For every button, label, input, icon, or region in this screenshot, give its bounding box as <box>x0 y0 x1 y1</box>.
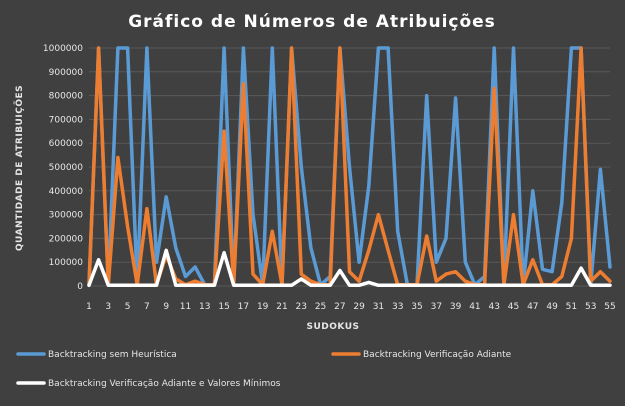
x-tick-label: 45 <box>508 302 519 312</box>
x-tick-label: 23 <box>296 302 307 312</box>
x-tick-label: 37 <box>431 302 442 312</box>
x-tick-label: 7 <box>144 302 150 312</box>
y-tick-label: 500000 <box>49 163 84 173</box>
x-tick-label: 35 <box>411 302 422 312</box>
x-tick-label: 9 <box>163 302 169 312</box>
y-axis-ticks: 0 100000 200000 300000 400000 500000 600000 700… <box>43 44 83 292</box>
x-tick-label: 21 <box>276 302 287 312</box>
y-axis-label: QUANTIDADE DE ATRIBUIÇÕES <box>13 85 25 251</box>
x-tick-label: 51 <box>566 302 577 312</box>
legend-label: Backtracking Verificação Adiante <box>363 350 512 360</box>
x-tick-label: 33 <box>392 302 403 312</box>
chart-title: Gráfico de Números de Atribuições <box>128 12 496 32</box>
series-lines <box>87 46 612 288</box>
x-tick-label: 47 <box>527 302 538 312</box>
x-tick-label: 3 <box>105 302 111 312</box>
x-tick-label: 17 <box>238 302 249 312</box>
legend: Backtracking sem Heurística Backtracking … <box>16 350 512 389</box>
x-tick-label: 49 <box>546 302 558 312</box>
x-axis-label: SUDOKUS <box>306 322 359 332</box>
legend-label: Backtracking Verificação Adiante e Valor… <box>48 379 281 389</box>
y-tick-label: 900000 <box>49 68 84 78</box>
y-tick-label: 700000 <box>49 115 84 125</box>
x-tick-label: 19 <box>257 302 269 312</box>
x-tick-label: 1 <box>86 302 92 312</box>
x-tick-label: 43 <box>488 302 499 312</box>
x-tick-label: 41 <box>469 302 480 312</box>
x-tick-label: 13 <box>199 302 210 312</box>
series-line-3 <box>87 248 612 288</box>
x-tick-label: 11 <box>180 302 191 312</box>
x-tick-label: 25 <box>315 302 326 312</box>
legend-label: Backtracking sem Heurística <box>48 350 177 360</box>
y-tick-label: 600000 <box>49 139 84 149</box>
x-tick-label: 27 <box>334 302 345 312</box>
y-tick-label: 0 <box>77 282 83 292</box>
y-tick-label: 200000 <box>49 234 84 244</box>
x-tick-label: 5 <box>125 302 131 312</box>
x-axis-ticks: 1 3 5 7 9 11 13 15 17 19 21 23 25 27 29 31 33 35 37 39 41 43 4… <box>86 302 616 312</box>
x-tick-label: 29 <box>353 302 365 312</box>
x-tick-label: 39 <box>450 302 462 312</box>
x-tick-label: 53 <box>585 302 596 312</box>
x-tick-label: 15 <box>218 302 229 312</box>
y-tick-label: 400000 <box>49 187 84 197</box>
y-tick-label: 100000 <box>49 258 84 268</box>
x-tick-label: 55 <box>604 302 615 312</box>
y-tick-label: 1000000 <box>43 44 83 54</box>
y-tick-label: 800000 <box>49 92 84 102</box>
y-tick-label: 300000 <box>49 211 84 221</box>
x-tick-label: 31 <box>373 302 384 312</box>
